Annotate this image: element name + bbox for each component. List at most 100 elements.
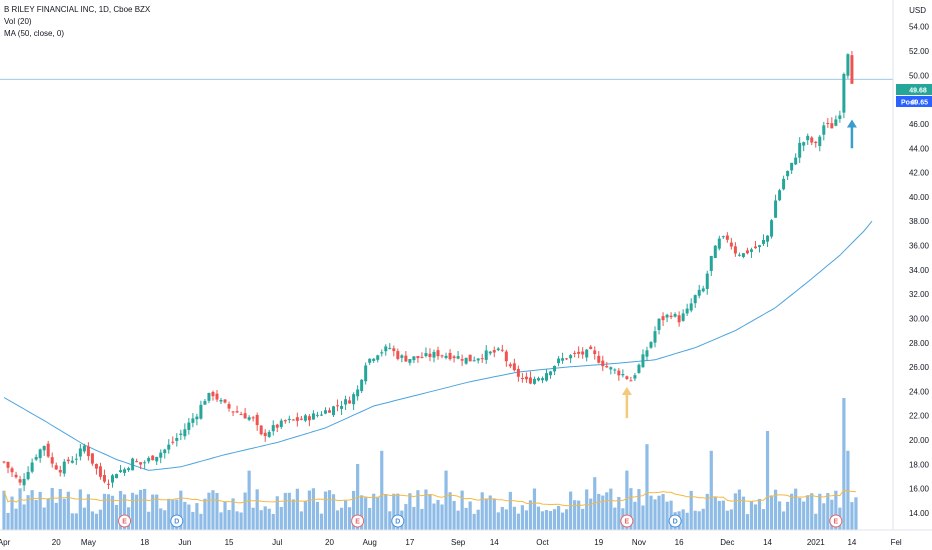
candle-body (681, 313, 685, 321)
volume-bar (283, 492, 287, 530)
dividend-marker[interactable] (170, 514, 184, 528)
volume-bar (223, 501, 227, 530)
volume-bar (271, 513, 275, 530)
volume-bar (54, 502, 58, 530)
candle-body (14, 474, 18, 478)
volume-bar (577, 500, 581, 530)
time-tick-label: 17 (405, 538, 414, 547)
volume-bar (544, 509, 549, 530)
candle-body (661, 316, 665, 321)
volume-bar (689, 490, 693, 530)
time-tick-label: Oct (536, 538, 549, 547)
candle-body (287, 418, 291, 420)
candle-body (697, 289, 701, 296)
volume-ma-line (3, 489, 856, 507)
candle-body (179, 433, 183, 435)
volume-bar (203, 498, 207, 530)
volume-bar (753, 504, 758, 530)
candle-body (677, 315, 681, 323)
candle-body (207, 392, 211, 401)
candle-body (255, 414, 259, 426)
volume-bar (512, 506, 516, 530)
earnings-marker[interactable] (351, 514, 365, 528)
volume-bar (211, 490, 215, 530)
annotation-arrow-head (621, 386, 632, 395)
volume-bar (372, 493, 376, 530)
arrows (621, 119, 857, 419)
volume-bar (195, 503, 199, 530)
volume-bar (291, 499, 295, 530)
volume-bar (327, 490, 332, 530)
volume-bar (773, 489, 778, 530)
volume-bar (82, 507, 86, 530)
candle-body (328, 410, 332, 413)
candle-body (536, 378, 540, 381)
volume-bar (412, 506, 416, 530)
event-marker-letter: D (174, 519, 179, 526)
last-price-badge-text: 49.68 (909, 88, 927, 95)
price-tick-label: 44.00 (909, 144, 930, 153)
volume-bar (601, 495, 605, 530)
candle-body (782, 178, 786, 190)
candle-body (340, 406, 344, 409)
volume-bar (311, 488, 316, 530)
volume-bar (769, 495, 774, 530)
candle-body (74, 458, 78, 460)
candle-body (111, 475, 115, 483)
candle-body (581, 351, 585, 355)
volume-bar (741, 496, 746, 530)
volume-bar (30, 490, 34, 530)
candle-body (573, 352, 577, 354)
volume-bar (842, 398, 846, 530)
volume-bar (488, 495, 492, 530)
volume-bar (685, 512, 689, 530)
volume-bar (58, 489, 62, 530)
volume-bar (681, 509, 685, 530)
candle-body (633, 375, 637, 379)
time-tick-label: Jun (178, 538, 191, 547)
candle-body (757, 245, 761, 248)
volume-bar (110, 495, 115, 530)
candle-body (227, 404, 231, 409)
volume-bar (597, 493, 601, 530)
volume-bar (335, 510, 340, 530)
moving-average-label[interactable]: MA (50, close, 0) (4, 29, 65, 38)
volume-bar (725, 510, 729, 530)
volume-bar (556, 505, 561, 530)
volume-bar (86, 494, 90, 530)
volume-bar (641, 505, 645, 530)
candle-body (102, 475, 106, 482)
volume-bar (516, 513, 520, 530)
volume-bar (589, 498, 593, 530)
candle-body (199, 404, 203, 419)
volume-bar (376, 496, 380, 530)
event-marker-letter: E (355, 519, 360, 526)
volume-bar (287, 492, 291, 530)
volume-bar (384, 494, 388, 530)
volume-bar (352, 490, 356, 530)
dividend-marker[interactable] (391, 514, 405, 528)
candle-body (147, 457, 151, 462)
earnings-marker[interactable] (829, 514, 843, 528)
candle-body (303, 415, 307, 421)
dividend-marker[interactable] (668, 514, 682, 528)
candle-body (243, 413, 247, 419)
volume-indicator-label[interactable]: Vol (20) (4, 17, 32, 26)
earnings-marker[interactable] (118, 514, 132, 528)
volume-bar (70, 513, 74, 530)
annotation-arrow-head (846, 119, 857, 128)
price-tick-label: 52.00 (909, 47, 930, 56)
candle-body (774, 200, 778, 218)
volume-bar (709, 450, 713, 530)
volume-bar (633, 501, 637, 530)
earnings-marker[interactable] (620, 514, 634, 528)
volume-bar (98, 509, 103, 530)
volume-bar (790, 493, 794, 530)
candle-body (842, 73, 846, 113)
volume-bar (532, 488, 537, 530)
volume-bar (653, 499, 657, 530)
candle-body (637, 364, 641, 373)
candle-body (54, 465, 58, 470)
price-tick-label: 14.00 (909, 509, 930, 518)
